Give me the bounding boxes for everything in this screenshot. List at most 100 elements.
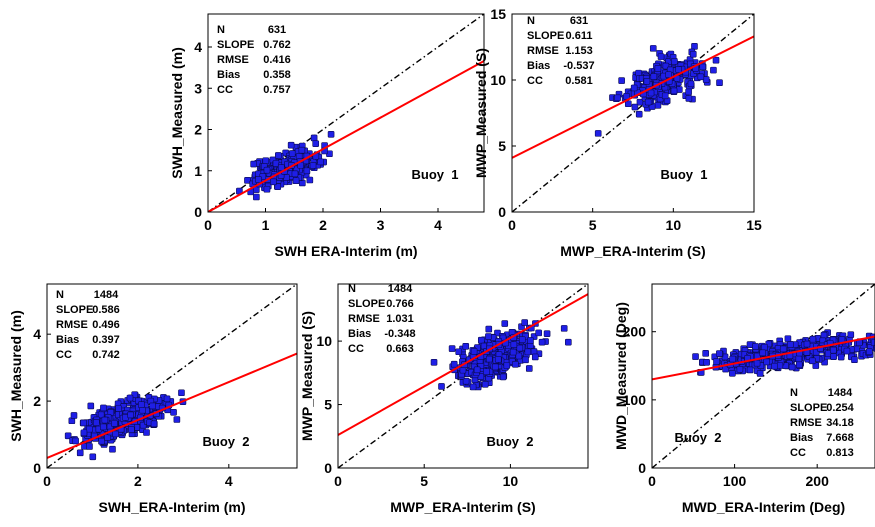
y-axis-label: MWP_Measured (S)	[299, 311, 315, 441]
panel-4: 0 5 10 0 5 10 MWP_ERA-Interim (S) MWP_Measured …	[299, 283, 589, 515]
stat-value: 1484	[388, 283, 413, 295]
data-point	[712, 56, 720, 64]
data-point	[438, 383, 445, 390]
regression-line	[652, 335, 875, 381]
data-point	[527, 337, 534, 344]
y-tick-label: 5	[324, 397, 332, 413]
data-point	[64, 432, 72, 440]
plot-area	[47, 284, 297, 468]
data-point	[518, 336, 526, 343]
data-point	[759, 349, 767, 357]
stat-label: N	[348, 283, 356, 295]
data-point	[277, 164, 285, 171]
stat-label: SLOPE	[56, 304, 93, 316]
data-point	[788, 363, 796, 371]
data-point	[631, 103, 639, 111]
x-tick-label: 2	[319, 217, 327, 233]
data-point	[535, 329, 542, 337]
stat-label: CC	[348, 343, 364, 355]
data-point	[809, 335, 817, 343]
data-point	[115, 405, 122, 412]
data-point	[173, 416, 181, 423]
plot-area	[512, 14, 754, 212]
stat-label: RMSE	[790, 417, 822, 429]
data-point	[101, 416, 109, 424]
data-point	[317, 158, 324, 166]
data-point	[170, 408, 177, 416]
identity-line	[47, 284, 297, 468]
data-point	[163, 395, 171, 403]
stat-value: 0.663	[386, 343, 414, 355]
y-axis-label: MWD_Measured (Deg)	[613, 302, 629, 450]
data-point	[736, 366, 744, 373]
data-point	[654, 65, 662, 72]
data-point	[139, 406, 146, 414]
data-point	[699, 63, 707, 71]
y-tick-label: 15	[490, 6, 506, 22]
data-point	[485, 355, 493, 363]
data-point	[111, 420, 118, 427]
data-point	[138, 401, 145, 408]
data-point	[716, 350, 723, 357]
data-point	[306, 176, 314, 184]
data-point	[618, 77, 625, 84]
x-tick-label: 100	[723, 473, 747, 489]
data-point	[746, 341, 754, 348]
data-point	[657, 53, 665, 60]
data-point	[661, 92, 669, 100]
stat-label: N	[527, 15, 535, 27]
data-point	[263, 185, 271, 193]
data-point	[685, 88, 692, 96]
data-point	[87, 402, 95, 410]
data-point	[531, 353, 539, 361]
x-axis-label: MWP_ERA-Interim (S)	[390, 499, 535, 515]
data-point	[665, 71, 672, 79]
stat-value: 0.766	[386, 298, 414, 310]
data-point	[779, 345, 787, 353]
y-axis-label: SWH_Measured (m)	[8, 310, 24, 441]
y-tick-label: 0	[33, 460, 41, 476]
x-tick-label: 5	[589, 217, 597, 233]
y-tick-label: 2	[33, 393, 41, 409]
data-point	[795, 355, 803, 363]
data-point	[614, 94, 621, 102]
data-point	[521, 319, 528, 326]
data-point	[647, 89, 655, 97]
axes-frame	[46, 283, 298, 469]
stat-value: 34.18	[826, 417, 854, 429]
data-point	[543, 330, 551, 337]
data-point	[830, 353, 837, 360]
data-point	[761, 343, 768, 351]
stat-value: 1484	[94, 289, 119, 301]
data-point	[687, 80, 695, 88]
stat-value: 1.153	[565, 45, 593, 57]
data-point	[89, 453, 97, 461]
stat-value: 0.496	[92, 319, 120, 331]
x-tick-label: 0	[43, 473, 51, 489]
data-point	[250, 160, 257, 168]
data-point	[253, 193, 260, 201]
data-point	[746, 366, 754, 374]
data-point	[70, 412, 78, 419]
y-tick-label: 4	[194, 39, 202, 55]
buoy-label: Buoy 1	[412, 167, 459, 182]
stat-label: Bias	[348, 328, 371, 340]
stat-label: N	[56, 289, 64, 301]
data-point	[126, 394, 134, 402]
axes-frame	[651, 283, 875, 469]
data-point	[485, 325, 493, 333]
plot-area	[338, 284, 588, 468]
stat-value: 1484	[828, 387, 853, 399]
data-point	[630, 84, 638, 92]
data-point	[650, 73, 658, 80]
data-point	[150, 420, 158, 428]
data-point	[670, 87, 678, 95]
data-point	[86, 443, 93, 450]
y-tick-label: 0	[638, 460, 646, 476]
data-point	[149, 402, 156, 410]
plot-area	[208, 14, 484, 212]
data-point	[685, 95, 693, 102]
stat-label: CC	[217, 84, 233, 96]
data-point	[516, 344, 524, 352]
data-point	[178, 389, 185, 397]
